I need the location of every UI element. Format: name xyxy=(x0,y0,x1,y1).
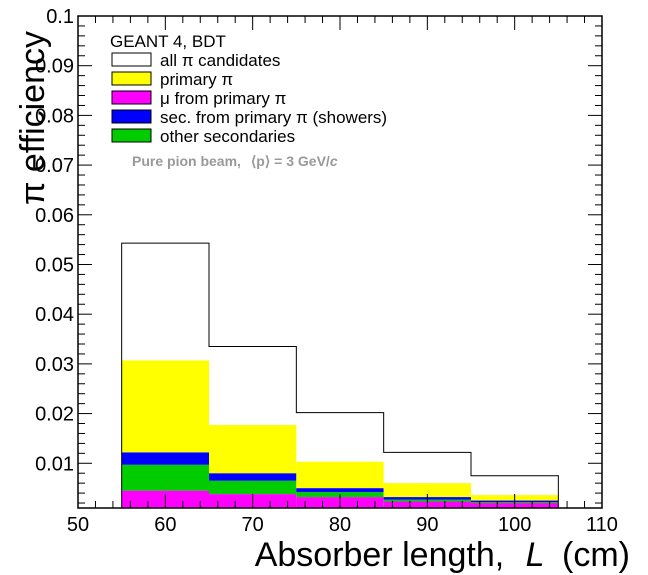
bar-primary-bin-2 xyxy=(209,425,297,474)
x-tick-label-60: 60 xyxy=(154,514,176,536)
y-tick-label-9: 0.1 xyxy=(46,6,74,28)
bar-primary-bin-4 xyxy=(383,483,471,498)
bar-primary-bin-3 xyxy=(296,461,384,489)
bar-other-bin-1 xyxy=(121,464,209,491)
bar-other-bin-2 xyxy=(209,480,297,495)
x-axis-title-unit: (cm) xyxy=(562,536,630,574)
bar-sec-bin-1 xyxy=(121,452,209,465)
x-tick-label-90: 90 xyxy=(416,514,438,536)
legend-label-other: other secondaries xyxy=(160,127,295,146)
x-axis-title: Absorber length, L (cm) xyxy=(255,536,630,574)
x-tick-label-110: 110 xyxy=(586,514,618,536)
annotation-mean: ⟨p⟩ = 3 GeV/ xyxy=(251,153,330,169)
histogram-bars xyxy=(121,242,559,508)
legend-swatch-mu xyxy=(111,90,152,105)
bar-primary-bin-1 xyxy=(121,360,209,453)
legend-swatch-all xyxy=(111,52,152,67)
annotation-unit: c xyxy=(330,153,338,169)
x-axis-ticks: 50 60 70 80 90 100 110 xyxy=(67,16,618,536)
x-tick-label-100: 100 xyxy=(498,514,531,536)
y-tick-label-7: 0.08 xyxy=(35,105,74,127)
y-tick-label-6: 0.07 xyxy=(35,155,74,177)
x-tick-label-50: 50 xyxy=(67,514,89,536)
y-tick-label-2: 0.03 xyxy=(35,354,74,376)
x-tick-label-70: 70 xyxy=(242,514,264,536)
y-tick-label-5: 0.06 xyxy=(35,205,74,227)
y-tick-label-3: 0.04 xyxy=(35,304,74,326)
y-tick-label-1: 0.02 xyxy=(35,404,74,426)
y-axis-ticks: 0.01 0.02 0.03 0.04 0.05 0.06 0.07 0.08 0.09 0.1 xyxy=(35,6,602,504)
bar-sec-bin-3 xyxy=(296,488,384,493)
legend-swatch-primary xyxy=(111,71,152,86)
outline-all-candidates xyxy=(121,242,559,508)
x-axis-title-prefix: Absorber length, xyxy=(255,536,505,574)
legend-label-primary: primary π xyxy=(160,70,233,89)
annotation-prefix: Pure pion beam, xyxy=(132,153,241,169)
bar-sec-bin-2 xyxy=(209,473,297,481)
y-axis-title: π efficiency xyxy=(14,31,52,205)
legend-label-all: all π candidates xyxy=(160,51,280,70)
x-tick-label-80: 80 xyxy=(329,514,351,536)
beam-annotation: Pure pion beam, ⟨p⟩ = 3 GeV/c xyxy=(132,153,338,169)
legend-swatch-other xyxy=(111,128,152,143)
legend-title: GEANT 4, BDT xyxy=(110,32,226,51)
legend-label-mu: μ from primary π xyxy=(160,89,286,108)
legend-label-sec: sec. from primary π (showers) xyxy=(160,108,387,127)
y-tick-label-0: 0.01 xyxy=(35,453,74,475)
x-axis-title-variable: L xyxy=(526,536,545,574)
y-tick-label-4: 0.05 xyxy=(35,254,74,276)
legend-swatch-sec xyxy=(111,109,152,124)
y-tick-label-8: 0.09 xyxy=(35,56,74,78)
